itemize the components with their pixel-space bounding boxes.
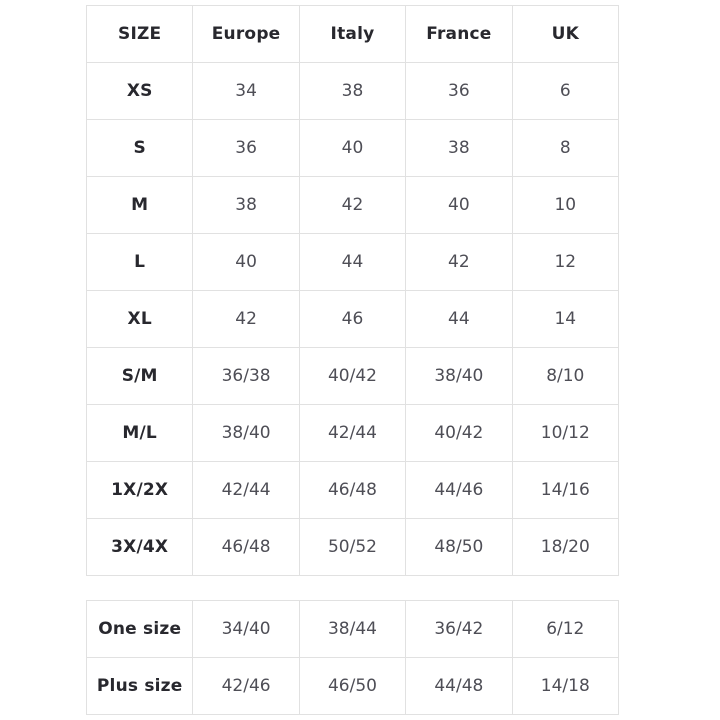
row-label-cell: S/M — [85, 347, 194, 405]
value-cell-italy: 46 — [298, 290, 407, 348]
value-cell-uk: 14/18 — [511, 657, 620, 715]
row-label-cell: Plus size — [85, 657, 194, 715]
value-cell-uk: 6 — [511, 62, 620, 120]
value-cell-europe: 42 — [192, 290, 300, 348]
value-cell-europe: 34/40 — [192, 600, 300, 658]
table-row: M/L 38/40 42/44 40/42 10/12 — [85, 404, 620, 462]
value-cell-france: 42 — [405, 233, 513, 291]
value-cell-france: 48/50 — [405, 518, 513, 576]
row-label-cell: XL — [85, 290, 194, 348]
table-header-row: SIZE Europe Italy France UK — [85, 5, 620, 63]
row-label-cell: One size — [85, 600, 194, 658]
size-table-body: XS 34 38 36 6 S 36 40 38 8 M 38 — [85, 62, 620, 576]
value-cell-france: 44 — [405, 290, 513, 348]
value-cell-france: 38/40 — [405, 347, 513, 405]
value-cell-europe: 36/38 — [192, 347, 300, 405]
column-header-uk: UK — [511, 5, 620, 63]
table-row: One size 34/40 38/44 36/42 6/12 — [85, 600, 620, 658]
value-cell-uk: 14 — [511, 290, 620, 348]
row-label-cell: XS — [85, 62, 194, 120]
value-cell-italy: 40 — [298, 119, 407, 177]
column-header-italy: Italy — [298, 5, 407, 63]
table-row: S/M 36/38 40/42 38/40 8/10 — [85, 347, 620, 405]
table-row: S 36 40 38 8 — [85, 119, 620, 177]
table-row: XL 42 46 44 14 — [85, 290, 620, 348]
value-cell-italy: 42 — [298, 176, 407, 234]
row-label-cell: 3X/4X — [85, 518, 194, 576]
table-header: SIZE Europe Italy France UK — [85, 5, 620, 63]
value-cell-uk: 6/12 — [511, 600, 620, 658]
special-size-table-body: One size 34/40 38/44 36/42 6/12 Plus siz… — [85, 600, 620, 715]
column-header-europe: Europe — [192, 5, 300, 63]
value-cell-france: 44/46 — [405, 461, 513, 519]
value-cell-europe: 42/46 — [192, 657, 300, 715]
value-cell-uk: 10 — [511, 176, 620, 234]
column-header-size: SIZE — [85, 5, 194, 63]
value-cell-europe: 40 — [192, 233, 300, 291]
value-cell-italy: 40/42 — [298, 347, 407, 405]
value-cell-uk: 8/10 — [511, 347, 620, 405]
value-cell-europe: 36 — [192, 119, 300, 177]
value-cell-italy: 44 — [298, 233, 407, 291]
table-row: 1X/2X 42/44 46/48 44/46 14/16 — [85, 461, 620, 519]
table-row: XS 34 38 36 6 — [85, 62, 620, 120]
value-cell-uk: 14/16 — [511, 461, 620, 519]
value-cell-france: 44/48 — [405, 657, 513, 715]
special-size-table: One size 34/40 38/44 36/42 6/12 Plus siz… — [85, 600, 620, 715]
row-label-cell: M/L — [85, 404, 194, 462]
value-cell-europe: 42/44 — [192, 461, 300, 519]
value-cell-italy: 42/44 — [298, 404, 407, 462]
value-cell-europe: 46/48 — [192, 518, 300, 576]
value-cell-europe: 38 — [192, 176, 300, 234]
table-row: M 38 42 40 10 — [85, 176, 620, 234]
value-cell-france: 38 — [405, 119, 513, 177]
value-cell-europe: 38/40 — [192, 404, 300, 462]
value-cell-italy: 46/50 — [298, 657, 407, 715]
value-cell-italy: 38 — [298, 62, 407, 120]
row-label-cell: S — [85, 119, 194, 177]
size-conversion-table: SIZE Europe Italy France UK XS 34 38 36 … — [85, 5, 620, 576]
column-header-france: France — [405, 5, 513, 63]
value-cell-uk: 10/12 — [511, 404, 620, 462]
value-cell-europe: 34 — [192, 62, 300, 120]
value-cell-uk: 18/20 — [511, 518, 620, 576]
row-label-cell: L — [85, 233, 194, 291]
value-cell-france: 36/42 — [405, 600, 513, 658]
table-row: L 40 44 42 12 — [85, 233, 620, 291]
row-label-cell: M — [85, 176, 194, 234]
value-cell-italy: 38/44 — [298, 600, 407, 658]
value-cell-france: 40 — [405, 176, 513, 234]
value-cell-france: 40/42 — [405, 404, 513, 462]
value-cell-france: 36 — [405, 62, 513, 120]
value-cell-italy: 50/52 — [298, 518, 407, 576]
value-cell-italy: 46/48 — [298, 461, 407, 519]
table-row: 3X/4X 46/48 50/52 48/50 18/20 — [85, 518, 620, 576]
value-cell-uk: 8 — [511, 119, 620, 177]
value-cell-uk: 12 — [511, 233, 620, 291]
table-row: Plus size 42/46 46/50 44/48 14/18 — [85, 657, 620, 715]
row-label-cell: 1X/2X — [85, 461, 194, 519]
